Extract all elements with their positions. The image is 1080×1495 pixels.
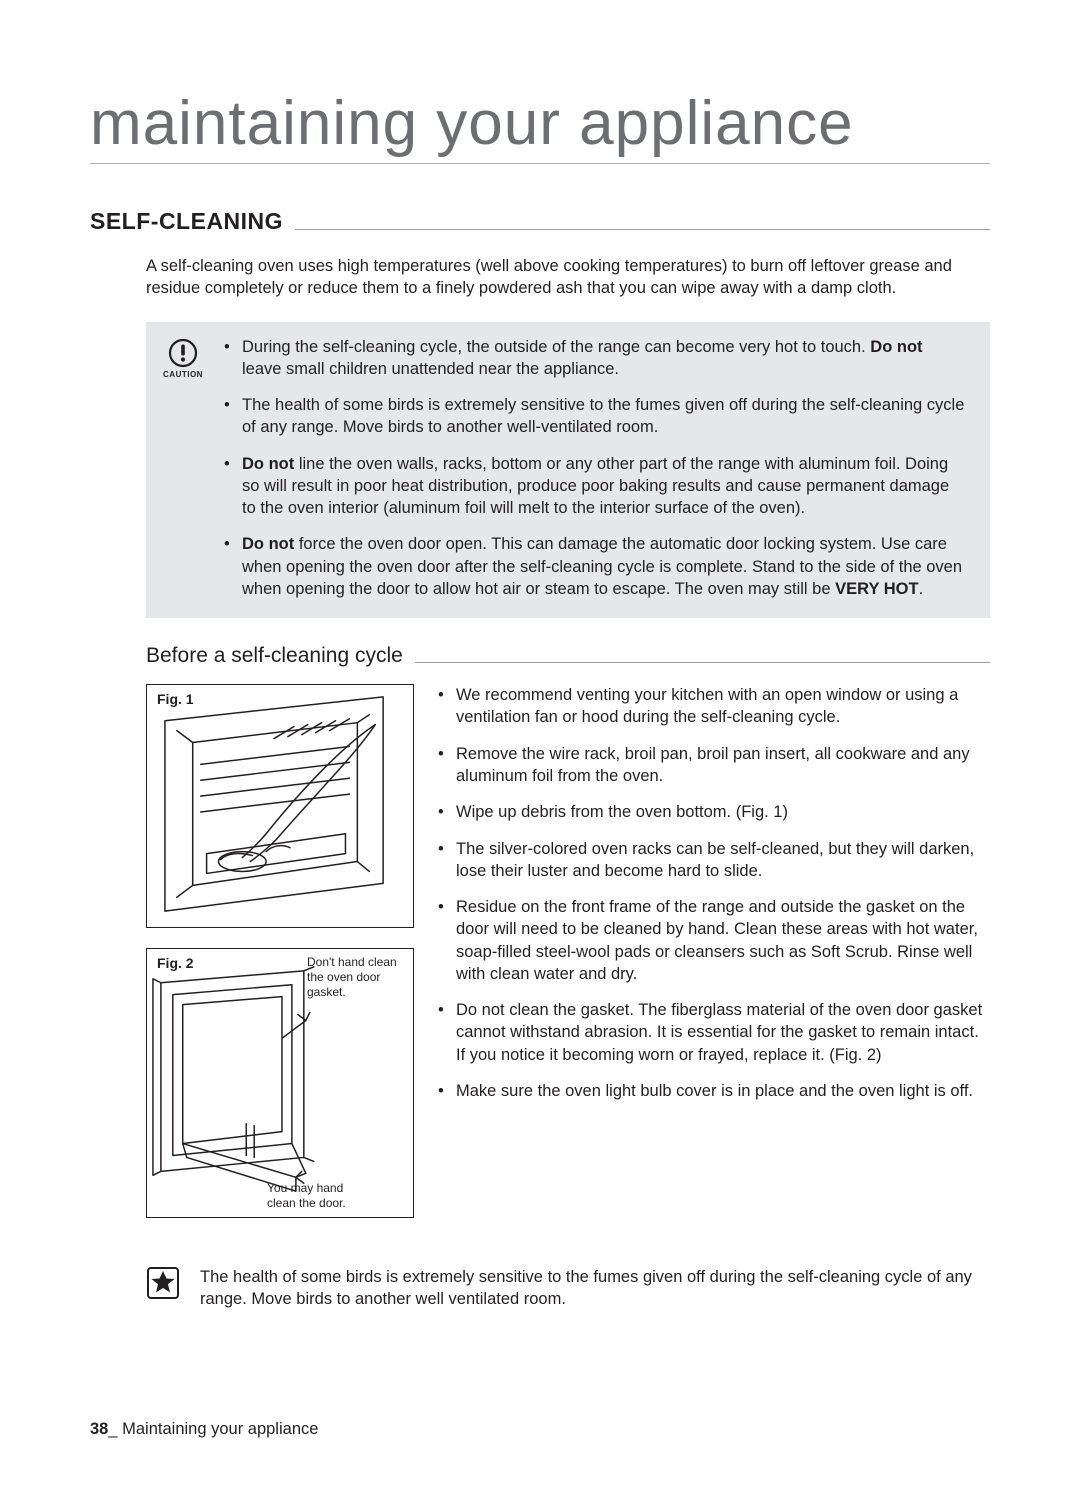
caution-bold: Do not xyxy=(870,338,922,356)
caution-label: CAUTION xyxy=(160,370,206,379)
caution-bold: Do not xyxy=(242,535,294,553)
before-list: We recommend venting your kitchen with a… xyxy=(438,684,990,1102)
before-item: Do not clean the gasket. The fiberglass … xyxy=(438,999,990,1066)
note-text: The health of some birds is extremely se… xyxy=(200,1266,990,1311)
caution-item: Do not line the oven walls, racks, botto… xyxy=(224,453,966,520)
caution-text: leave small children unattended near the… xyxy=(242,360,619,378)
caution-bold: VERY HOT xyxy=(835,580,918,598)
before-item: Make sure the oven light bulb cover is i… xyxy=(438,1080,990,1102)
caution-text: During the self-cleaning cycle, the outs… xyxy=(242,338,870,356)
page-title: maintaining your appliance xyxy=(90,88,990,164)
figures-column: Fig. 1 xyxy=(146,684,414,1238)
figure-1: Fig. 1 xyxy=(146,684,414,928)
note-row: The health of some birds is extremely se… xyxy=(146,1266,990,1311)
footer-label: Maintaining your appliance xyxy=(122,1420,318,1438)
intro-paragraph: A self-cleaning oven uses high temperatu… xyxy=(146,255,990,300)
section-heading-row: SELF-CLEANING xyxy=(90,208,990,235)
caution-item: During the self-cleaning cycle, the outs… xyxy=(224,336,966,381)
subsection-heading: Before a self-cleaning cycle xyxy=(146,644,415,668)
section-heading: SELF-CLEANING xyxy=(90,208,295,235)
figure-1-label: Fig. 1 xyxy=(155,691,196,707)
heading-rule xyxy=(295,229,990,230)
before-area: Fig. 1 xyxy=(146,684,990,1238)
before-item: Remove the wire rack, broil pan, broil p… xyxy=(438,743,990,788)
figure-2: Fig. 2 Don't hand clean the oven door ga… xyxy=(146,948,414,1218)
caution-list: During the self-cleaning cycle, the outs… xyxy=(224,336,966,601)
caution-icon-wrap: CAUTION xyxy=(160,336,206,601)
caution-item: The health of some birds is extremely se… xyxy=(224,394,966,439)
before-item: Residue on the front frame of the range … xyxy=(438,896,990,985)
caution-item: Do not force the oven door open. This ca… xyxy=(224,533,966,600)
figure-2-callout-top: Don't hand clean the oven door gasket. xyxy=(307,955,403,1000)
page-footer: 38_ Maintaining your appliance xyxy=(90,1420,318,1439)
heading-rule xyxy=(415,662,990,663)
before-item: We recommend venting your kitchen with a… xyxy=(438,684,990,729)
before-item: Wipe up debris from the oven bottom. (Fi… xyxy=(438,801,990,823)
caution-text: . xyxy=(919,580,924,598)
page-number: 38 xyxy=(90,1420,108,1438)
figure-2-label: Fig. 2 xyxy=(155,955,196,971)
caution-box: CAUTION During the self-cleaning cycle, … xyxy=(146,322,990,619)
note-icon xyxy=(146,1266,182,1311)
caution-bold: Do not xyxy=(242,455,294,473)
caution-icon xyxy=(168,338,198,368)
before-bullets-column: We recommend venting your kitchen with a… xyxy=(438,684,990,1238)
figure-2-callout-bottom: You may hand clean the door. xyxy=(267,1181,357,1211)
caution-text: line the oven walls, racks, bottom or an… xyxy=(242,455,949,518)
figure-1-illustration xyxy=(147,685,413,927)
before-item: The silver-colored oven racks can be sel… xyxy=(438,838,990,883)
caution-text: The health of some birds is extremely se… xyxy=(242,396,964,436)
subsection-heading-row: Before a self-cleaning cycle xyxy=(146,644,990,668)
footer-sep: _ xyxy=(108,1420,122,1438)
